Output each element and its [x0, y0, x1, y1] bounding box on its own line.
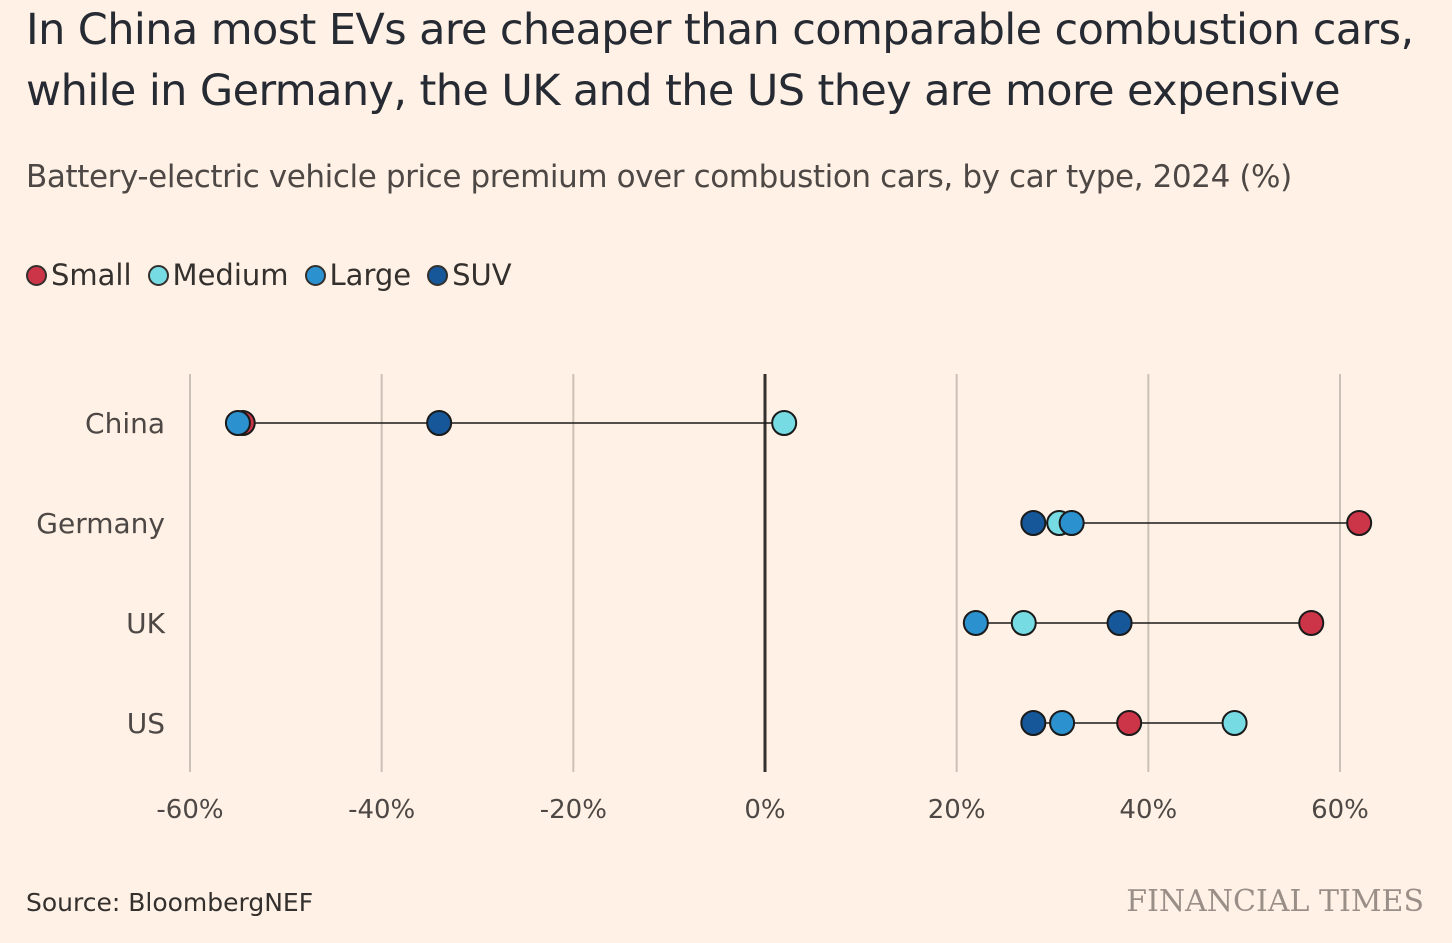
dot-large	[1049, 710, 1076, 736]
legend: Small Medium Large SUV	[26, 258, 528, 292]
category-label: UK	[126, 607, 165, 640]
dot-small	[1116, 710, 1143, 736]
dot-medium	[1010, 610, 1037, 636]
legend-swatch-suv	[427, 264, 449, 286]
x-tick-label: 0%	[744, 795, 785, 825]
legend-swatch-medium	[147, 264, 169, 286]
dot-large	[1058, 510, 1085, 536]
brand-logo: FINANCIAL TIMES	[1126, 884, 1424, 919]
legend-swatch-small	[26, 264, 47, 286]
dot-suv	[1020, 510, 1047, 536]
dot-suv	[426, 410, 453, 436]
legend-item-large: Large	[304, 258, 412, 292]
source-note: Source: BloombergNEF	[26, 888, 314, 917]
dot-medium	[771, 410, 798, 436]
x-tick-label: -20%	[540, 795, 607, 825]
category-label: US	[127, 707, 165, 740]
category-label: Germany	[36, 507, 165, 540]
dot-suv	[1020, 710, 1047, 736]
dot-large	[224, 410, 251, 436]
legend-swatch-large	[304, 264, 326, 286]
dot-small	[1298, 610, 1325, 636]
legend-label-small: Small	[51, 258, 132, 292]
legend-item-medium: Medium	[147, 258, 289, 292]
dot-large	[962, 610, 989, 636]
dot-small	[1346, 510, 1373, 536]
x-tick-label: 20%	[928, 795, 986, 825]
x-tick-label: 60%	[1311, 795, 1369, 825]
x-tick-label: 40%	[1119, 795, 1177, 825]
category-label: China	[85, 407, 165, 440]
legend-item-small: Small	[26, 258, 132, 292]
chart-subtitle: Battery-electric vehicle price premium o…	[26, 159, 1292, 195]
x-tick-label: -60%	[156, 795, 223, 825]
dot-medium	[1221, 710, 1248, 736]
x-tick-label: -40%	[348, 795, 415, 825]
legend-label-medium: Medium	[172, 258, 289, 292]
legend-label-large: Large	[329, 258, 412, 292]
legend-label-suv: SUV	[452, 258, 512, 292]
chart-title: In China most EVs are cheaper than compa…	[26, 5, 1414, 116]
dot-suv	[1106, 610, 1133, 636]
legend-item-suv: SUV	[427, 258, 512, 292]
